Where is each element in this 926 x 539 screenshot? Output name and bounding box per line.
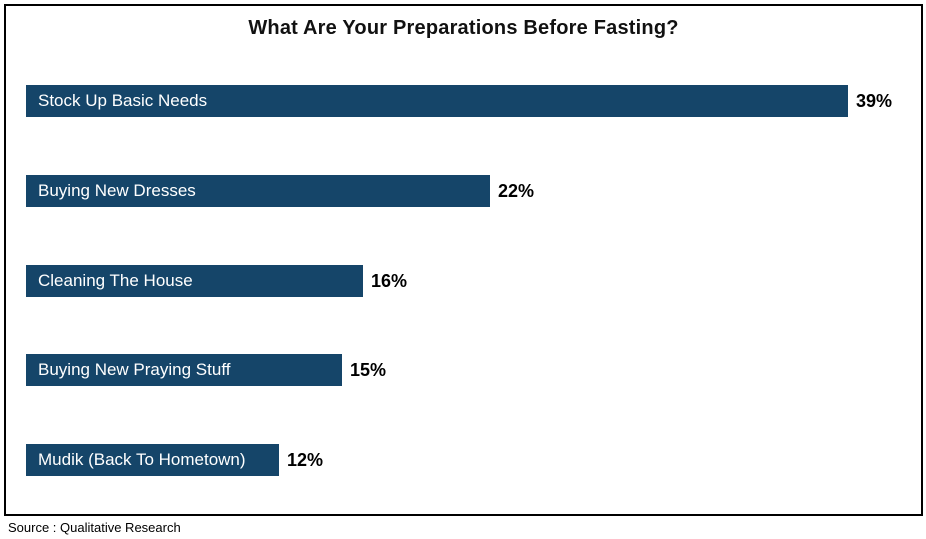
bar-row: Buying New Dresses 22% — [26, 175, 534, 207]
bar: Buying New Praying Stuff — [26, 354, 342, 386]
bar: Buying New Dresses — [26, 175, 490, 207]
bar-value-label: 16% — [371, 270, 408, 291]
bar-category-label: Buying New Praying Stuff — [38, 360, 231, 379]
bar-row: Cleaning The House 16% — [26, 265, 407, 297]
bar-value-label: 22% — [498, 180, 535, 201]
bar-row: Buying New Praying Stuff 15% — [26, 354, 386, 386]
bar-category-label: Cleaning The House — [38, 271, 193, 290]
bar-category-label: Stock Up Basic Needs — [38, 91, 208, 110]
bar: Stock Up Basic Needs — [26, 85, 848, 117]
bar: Cleaning The House — [26, 265, 363, 297]
bar-value-label: 39% — [856, 90, 893, 111]
bar: Mudik (Back To Hometown) — [26, 444, 279, 476]
chart-title: What Are Your Preparations Before Fastin… — [248, 17, 679, 39]
bar-category-label: Mudik (Back To Hometown) — [38, 450, 246, 469]
bar-row: Mudik (Back To Hometown) 12% — [26, 444, 323, 476]
bar-category-label: Buying New Dresses — [38, 181, 196, 200]
source-note: Source : Qualitative Research — [8, 520, 181, 535]
bar-chart: Stock Up Basic Needs 39% Buying New Dresse… — [6, 6, 921, 514]
bar-row: Stock Up Basic Needs 39% — [26, 85, 892, 117]
bar-value-label: 12% — [287, 449, 324, 470]
bar-value-label: 15% — [350, 359, 387, 380]
chart-frame: What Are Your Preparations Before Fastin… — [4, 4, 923, 516]
